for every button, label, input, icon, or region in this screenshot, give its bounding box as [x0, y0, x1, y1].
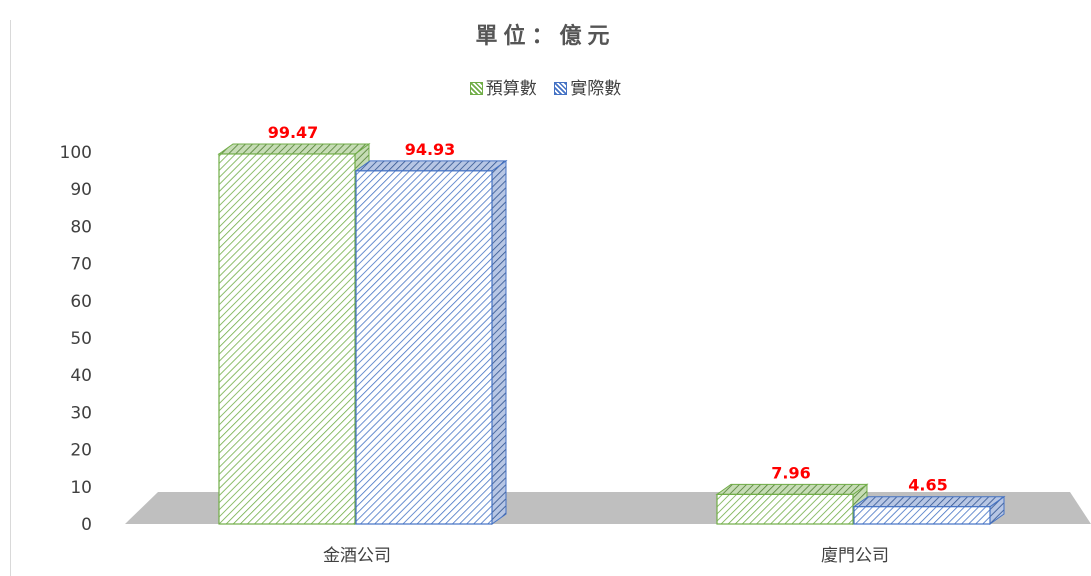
x-category-label: 廈門公司	[821, 546, 889, 566]
bar-top	[217, 143, 371, 155]
legend-label-actual: 實際數	[570, 79, 622, 99]
data-label: 94.93	[405, 140, 456, 159]
y-tick-label: 90	[70, 180, 92, 200]
legend-label-budget: 預算數	[485, 79, 537, 99]
chart-title: 單位：億元	[475, 23, 616, 49]
y-tick-label: 30	[70, 403, 92, 423]
bar[interactable]	[853, 506, 991, 525]
y-tick-label: 100	[60, 143, 92, 163]
y-tick-label: 70	[70, 255, 92, 275]
left-edge-line	[10, 20, 11, 576]
bar[interactable]	[716, 493, 854, 525]
y-tick-label: 40	[70, 366, 92, 386]
data-label: 99.47	[268, 123, 319, 142]
x-category-label: 金酒公司	[323, 546, 391, 566]
y-tick-label: 50	[70, 329, 92, 349]
y-tick-label: 80	[70, 217, 92, 237]
data-label: 7.96	[771, 463, 810, 482]
y-tick-label: 20	[70, 441, 92, 461]
bar-top	[852, 496, 1006, 508]
y-tick-label: 10	[70, 478, 92, 498]
bar-top	[354, 160, 508, 172]
bar-top	[715, 483, 869, 495]
bar[interactable]	[355, 170, 493, 525]
y-tick-label: 0	[81, 515, 92, 535]
y-tick-label: 60	[70, 292, 92, 312]
legend: 預算數 實際數	[0, 74, 1091, 99]
bar[interactable]	[218, 153, 356, 525]
bar-side	[491, 159, 507, 525]
data-label: 4.65	[908, 476, 947, 495]
legend-item-actual[interactable]: 實際數	[554, 74, 621, 99]
legend-item-budget[interactable]: 預算數	[469, 74, 537, 99]
legend-swatch-budget	[469, 82, 483, 95]
legend-swatch-actual	[554, 82, 568, 95]
